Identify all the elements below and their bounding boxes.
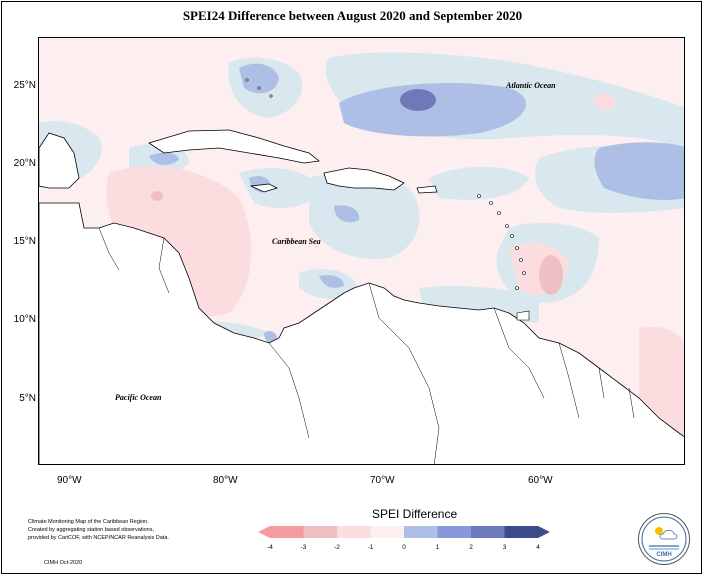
- lat-label-10n: 10°N: [13, 314, 36, 325]
- lon-label-90w: 90°W: [57, 475, 82, 486]
- svg-text:CIMH: CIMH: [656, 552, 671, 558]
- lon-label-60w: 60°W: [528, 475, 553, 486]
- credits-line-2: Created by aggregating station based obs…: [28, 527, 154, 533]
- legend-tick-label: 2: [469, 544, 473, 551]
- legend-swatch: [270, 526, 304, 538]
- credits-block: Climate Monitoring Map of the Caribbean …: [28, 518, 169, 542]
- jamaica: [249, 183, 279, 193]
- legend-tick-label: 3: [503, 544, 507, 551]
- colombia-medium-blue: [319, 275, 344, 288]
- atlantic-pink-spot: [594, 93, 615, 110]
- legend-swatch: [471, 526, 505, 538]
- puerto-rico: [416, 185, 438, 194]
- map-title: SPEI24 Difference between August 2020 an…: [182, 8, 523, 23]
- central-caribbean-blue: [309, 172, 420, 259]
- map-panel: [38, 37, 685, 465]
- legend-swatch: [437, 526, 471, 538]
- legend-swatch: [504, 526, 538, 538]
- legend-colorbar: -4 -3 -2 -1 0 1 2 3 4: [258, 526, 550, 551]
- cuba: [148, 129, 320, 164]
- map-canvas: [39, 38, 684, 464]
- legend-swatch: [303, 526, 337, 538]
- legend-tick-label: -1: [368, 544, 374, 551]
- legend-title: SPEI Difference: [372, 507, 458, 521]
- bahamas-medium-blue: [239, 63, 279, 94]
- lesser-antilles-north-blue: [429, 166, 529, 200]
- cuba-medium-blue: [149, 152, 179, 165]
- legend-swatch: [337, 526, 371, 538]
- legend-tick-label: 1: [436, 544, 440, 551]
- lon-label-70w: 70°W: [370, 475, 395, 486]
- lesser-antilles: [245, 78, 530, 321]
- caribbean-sea-label: Caribbean Sea: [272, 237, 321, 246]
- legend-tick-label: -2: [334, 544, 340, 551]
- east-medium-blue: [594, 142, 684, 200]
- land-masses: [39, 129, 684, 464]
- credits-line-3: provided by CariCOF, with NCEP/NCAR Rean…: [28, 535, 169, 541]
- legend-arrow-right: [538, 526, 550, 538]
- lat-label-20n: 20°N: [13, 158, 36, 169]
- lat-label-15n: 15°N: [13, 236, 36, 247]
- legend-tick-label: -3: [301, 544, 307, 551]
- legend-swatch: [370, 526, 404, 538]
- sun-and-cloud-seal-icon: CIMH: [641, 516, 687, 562]
- yucatan-peninsula: [39, 132, 80, 189]
- atlantic-medium-blue: [339, 83, 526, 137]
- credits-line-1: Climate Monitoring Map of the Caribbean …: [28, 519, 149, 525]
- lat-label-25n: 25°N: [13, 80, 36, 91]
- lat-label-5n: 5°N: [19, 393, 36, 404]
- honduras-dark-pink: [151, 191, 163, 201]
- credits-footer: CIMH Oct-2020: [44, 560, 83, 566]
- atlantic-ocean-label: Atlantic Ocean: [506, 81, 556, 90]
- legend-tick-label: 0: [402, 544, 406, 551]
- hispaniola: [323, 167, 405, 191]
- legend-swatch: [404, 526, 438, 538]
- country-borders: [98, 227, 635, 464]
- pacific-ocean-label: Pacific Ocean: [115, 393, 162, 402]
- legend-tick-label: 4: [536, 544, 540, 551]
- atlantic-dark-blue-core: [400, 89, 436, 111]
- windward-dark-pink: [539, 255, 563, 295]
- cimh-logo: CIMH: [638, 513, 690, 565]
- caribbean-medium-blue: [334, 205, 360, 223]
- legend-arrow-left: [258, 526, 270, 538]
- lon-label-80w: 80°W: [213, 475, 238, 486]
- legend-tick-label: -4: [267, 544, 273, 551]
